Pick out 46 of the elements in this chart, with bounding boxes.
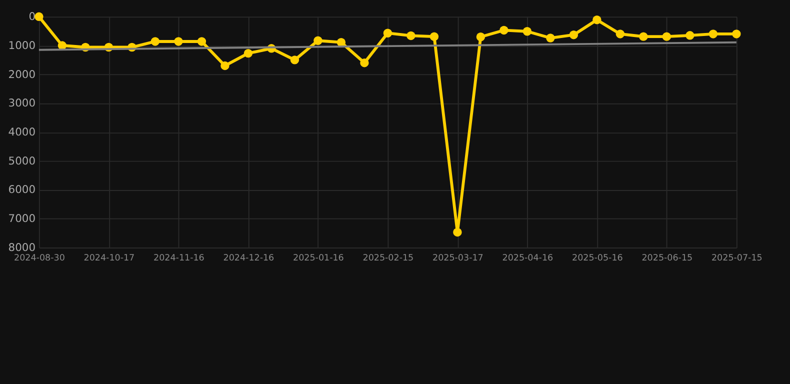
point — [453, 228, 462, 237]
x-tick-label: 2025-02-15 — [362, 254, 414, 264]
point — [686, 31, 694, 40]
point — [522, 27, 532, 36]
point — [592, 15, 602, 24]
point — [500, 26, 508, 35]
point — [34, 12, 44, 22]
y-tick-label: 5000 — [8, 154, 36, 168]
x-tick-label: 2024-12-16 — [223, 254, 275, 264]
point — [360, 58, 369, 68]
point — [732, 30, 741, 38]
point — [150, 37, 160, 46]
point — [290, 56, 300, 64]
point — [569, 30, 578, 40]
point — [430, 32, 439, 41]
point — [406, 31, 416, 40]
y-tick-label: 6000 — [8, 183, 36, 196]
y-tick-label: 1000 — [8, 38, 36, 52]
point — [476, 32, 486, 42]
x-tick-label: 2025-03-17 — [432, 254, 484, 264]
y-tick-label: 2000 — [8, 68, 36, 81]
x-tick-label: 2025-06-15 — [642, 254, 693, 264]
point — [174, 37, 183, 46]
point — [220, 61, 230, 70]
y-tick-label: 8000 — [8, 240, 36, 254]
x-tick-label: 2024-10-17 — [84, 254, 135, 264]
x-tick-label: 2025-07-15 — [711, 254, 762, 264]
point — [708, 30, 718, 38]
point — [616, 30, 625, 38]
y-tick-label: 0 — [28, 10, 36, 24]
x-tick-label: 2024-08-30 — [14, 254, 65, 264]
point — [197, 37, 206, 46]
point — [639, 32, 648, 41]
point — [244, 48, 253, 58]
y-tick-label: 4000 — [8, 126, 36, 138]
x-tick-label: 2024-11-16 — [154, 254, 205, 264]
point — [546, 34, 555, 42]
x-tick-label: 2025-04-16 — [502, 254, 554, 264]
point — [314, 36, 322, 45]
point — [662, 32, 672, 41]
point — [383, 28, 392, 38]
x-tick-label: 2025-05-16 — [572, 254, 624, 264]
point — [336, 38, 346, 47]
x-tick-label: 2025-01-16 — [293, 254, 344, 264]
y-tick-label: 7000 — [8, 212, 36, 226]
y-tick-label: 3000 — [8, 96, 36, 110]
